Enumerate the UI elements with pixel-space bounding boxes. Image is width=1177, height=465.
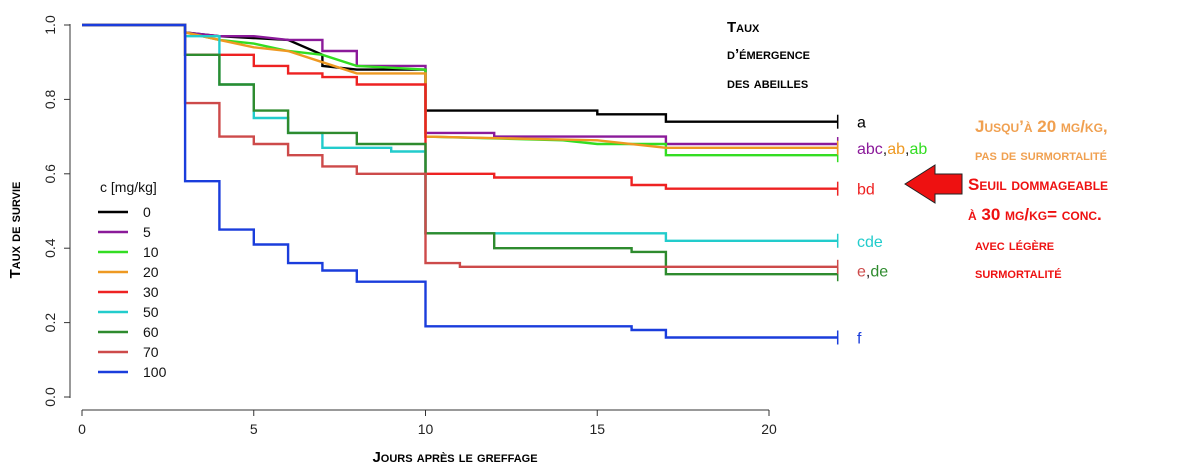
series-line-0 bbox=[82, 23, 838, 123]
axes: 0 5 10 15 20 0.0 0.2 0.4 0.6 0.8 1.0 bbox=[42, 15, 777, 437]
group-label-part: , bbox=[905, 141, 909, 158]
red-arrow-icon bbox=[904, 164, 963, 204]
legend-label-30: 30 bbox=[143, 284, 159, 300]
series-line-20 bbox=[82, 23, 838, 149]
group-label-part: abc bbox=[857, 141, 883, 158]
group-label-part: a bbox=[857, 115, 866, 132]
group-label-part: de bbox=[870, 264, 888, 281]
group-label: bd bbox=[857, 182, 875, 199]
y-tick-label: 0.0 bbox=[42, 387, 58, 407]
legend-label-20: 20 bbox=[143, 264, 159, 280]
note-red-line-2: à 30 mg/kg= conc. bbox=[968, 205, 1102, 224]
group-label: e,de bbox=[857, 264, 888, 281]
note-red-line-3: avec légère bbox=[975, 237, 1054, 254]
chart-title-line-3: des abeilles bbox=[727, 75, 808, 92]
group-label: abc,ab,ab bbox=[857, 141, 927, 158]
x-ticks: 0 5 10 15 20 bbox=[78, 410, 777, 437]
note-red-line-4: surmortalité bbox=[975, 265, 1062, 282]
legend-label-60: 60 bbox=[143, 324, 159, 340]
group-label-part: bd bbox=[857, 182, 875, 199]
series-layer bbox=[82, 23, 839, 345]
series-line-70 bbox=[82, 23, 838, 268]
y-tick-label: 0.4 bbox=[42, 238, 58, 258]
legend-label-0: 0 bbox=[143, 204, 151, 220]
group-label-part: , bbox=[866, 264, 870, 281]
series-line-10 bbox=[82, 23, 838, 157]
legend-label-5: 5 bbox=[143, 224, 151, 240]
note-orange-line-1: Jusqu’à 20 mg/kg, bbox=[975, 117, 1108, 136]
legend-label-70: 70 bbox=[143, 344, 159, 360]
chart-title: Taux d’émergence des abeilles bbox=[727, 19, 810, 92]
series-line-30 bbox=[82, 23, 838, 190]
group-label: cde bbox=[857, 234, 883, 251]
group-label-part: e bbox=[857, 264, 866, 281]
legend-items: 0 5 10 20 30 50 60 70 100 bbox=[98, 204, 167, 380]
legend-label-10: 10 bbox=[143, 244, 159, 260]
y-tick-label: 0.2 bbox=[42, 313, 58, 333]
chart-title-line-2: d’émergence bbox=[727, 46, 810, 63]
group-label: a bbox=[857, 115, 866, 132]
x-axis-title: Jours après le greffage bbox=[372, 449, 537, 465]
legend-label-100: 100 bbox=[143, 364, 167, 380]
legend-title: c [mg/kg] bbox=[100, 179, 157, 195]
group-label-part: f bbox=[857, 330, 862, 347]
x-tick-label: 20 bbox=[761, 421, 777, 437]
y-ticks: 0.0 0.2 0.4 0.6 0.8 1.0 bbox=[42, 15, 70, 407]
series-line-5 bbox=[82, 23, 838, 146]
annotations: Jusqu’à 20 mg/kg, pas de surmortalité Se… bbox=[904, 117, 1108, 282]
x-tick-label: 0 bbox=[78, 421, 86, 437]
y-tick-label: 0.8 bbox=[42, 89, 58, 109]
series-line-60 bbox=[82, 23, 838, 276]
group-label-part: ab bbox=[887, 141, 905, 158]
chart-title-line-1: Taux bbox=[727, 19, 760, 36]
group-label-part: ab bbox=[910, 141, 928, 158]
group-label: f bbox=[857, 330, 862, 347]
note-red-line-1: Seuil dommageable bbox=[968, 175, 1108, 194]
group-label-part: cde bbox=[857, 234, 883, 251]
y-axis-title: Taux de survie bbox=[7, 182, 24, 279]
legend-label-50: 50 bbox=[143, 304, 159, 320]
y-tick-label: 0.6 bbox=[42, 164, 58, 184]
x-tick-label: 15 bbox=[589, 421, 605, 437]
legend: c [mg/kg] 0 5 10 20 30 50 60 70 100 bbox=[98, 179, 167, 380]
x-tick-label: 10 bbox=[418, 421, 434, 437]
y-tick-label: 1.0 bbox=[42, 15, 58, 35]
note-orange-line-2: pas de surmortalité bbox=[975, 147, 1107, 164]
x-tick-label: 5 bbox=[250, 421, 258, 437]
series-line-100 bbox=[82, 23, 838, 339]
group-label-part: , bbox=[883, 141, 887, 158]
